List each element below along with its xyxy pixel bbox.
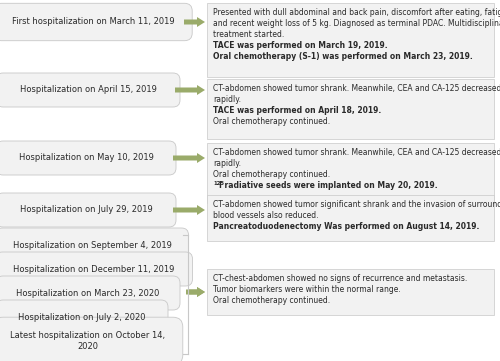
FancyBboxPatch shape [0, 276, 180, 310]
Text: Oral chemotherapy continued.: Oral chemotherapy continued. [213, 296, 330, 305]
Text: CT-abdomen showed tumor significant shrank and the invasion of surrounding: CT-abdomen showed tumor significant shra… [213, 200, 500, 209]
Text: rapidly.: rapidly. [213, 95, 241, 104]
Text: rapidly.: rapidly. [213, 159, 241, 168]
Polygon shape [173, 153, 205, 163]
Text: I radiative seeds were implanted on May 20, 2019.: I radiative seeds were implanted on May … [219, 181, 438, 190]
Text: CT-abdomen showed tumor shrank. Meanwhile, CEA and CA-125 decreased: CT-abdomen showed tumor shrank. Meanwhil… [213, 148, 500, 157]
Text: CT-abdomen showed tumor shrank. Meanwhile, CEA and CA-125 decreased: CT-abdomen showed tumor shrank. Meanwhil… [213, 84, 500, 93]
Text: TACE was performed on April 18, 2019.: TACE was performed on April 18, 2019. [213, 106, 382, 115]
FancyBboxPatch shape [207, 195, 494, 241]
Text: Oral chemotherapy continued.: Oral chemotherapy continued. [213, 170, 330, 179]
Text: Oral chemotherapy (S-1) was performed on March 23, 2019.: Oral chemotherapy (S-1) was performed on… [213, 52, 473, 61]
Polygon shape [188, 287, 205, 297]
Text: Hospitalization on May 10, 2019: Hospitalization on May 10, 2019 [18, 153, 154, 162]
Text: treatment started.: treatment started. [213, 30, 284, 39]
FancyBboxPatch shape [207, 143, 494, 203]
Text: blood vessels also reduced.: blood vessels also reduced. [213, 211, 318, 220]
Polygon shape [186, 287, 205, 297]
FancyBboxPatch shape [207, 269, 494, 315]
FancyBboxPatch shape [0, 193, 176, 227]
Text: Hospitalization on July 2, 2020: Hospitalization on July 2, 2020 [18, 313, 146, 322]
Text: First hospitalization on March 11, 2019: First hospitalization on March 11, 2019 [12, 17, 174, 26]
Polygon shape [184, 17, 205, 27]
FancyBboxPatch shape [0, 228, 188, 262]
Text: 125: 125 [213, 181, 224, 186]
Text: Hospitalization on April 15, 2019: Hospitalization on April 15, 2019 [20, 86, 156, 95]
Text: Pancreatoduodenectomy Was performed on August 14, 2019.: Pancreatoduodenectomy Was performed on A… [213, 222, 479, 231]
Text: Tumor biomarkers were within the normal range.: Tumor biomarkers were within the normal … [213, 285, 401, 294]
Text: and recent weight loss of 5 kg. Diagnosed as terminal PDAC. Multidisciplinary: and recent weight loss of 5 kg. Diagnose… [213, 19, 500, 28]
FancyBboxPatch shape [207, 3, 494, 77]
Text: Hospitalization on December 11, 2019: Hospitalization on December 11, 2019 [14, 265, 174, 274]
Polygon shape [173, 205, 205, 215]
FancyBboxPatch shape [207, 79, 494, 139]
FancyBboxPatch shape [0, 317, 183, 361]
Text: CT-chest-abdomen showed no signs of recurrence and metastasis.: CT-chest-abdomen showed no signs of recu… [213, 274, 467, 283]
Text: Hospitalization on September 4, 2019: Hospitalization on September 4, 2019 [12, 240, 172, 249]
FancyBboxPatch shape [0, 300, 168, 334]
FancyBboxPatch shape [0, 3, 192, 41]
Text: Oral chemotherapy continued.: Oral chemotherapy continued. [213, 117, 330, 126]
Text: Hospitalization on March 23, 2020: Hospitalization on March 23, 2020 [16, 288, 160, 297]
Text: TACE was performed on March 19, 2019.: TACE was performed on March 19, 2019. [213, 41, 388, 50]
Polygon shape [175, 85, 205, 95]
FancyBboxPatch shape [0, 141, 176, 175]
Text: Latest hospitalization on October 14,
2020: Latest hospitalization on October 14, 20… [10, 331, 166, 351]
FancyBboxPatch shape [0, 73, 180, 107]
Text: Hospitalization on July 29, 2019: Hospitalization on July 29, 2019 [20, 205, 152, 214]
Text: Presented with dull abdominal and back pain, discomfort after eating, fatigue,: Presented with dull abdominal and back p… [213, 8, 500, 17]
FancyBboxPatch shape [0, 252, 192, 286]
